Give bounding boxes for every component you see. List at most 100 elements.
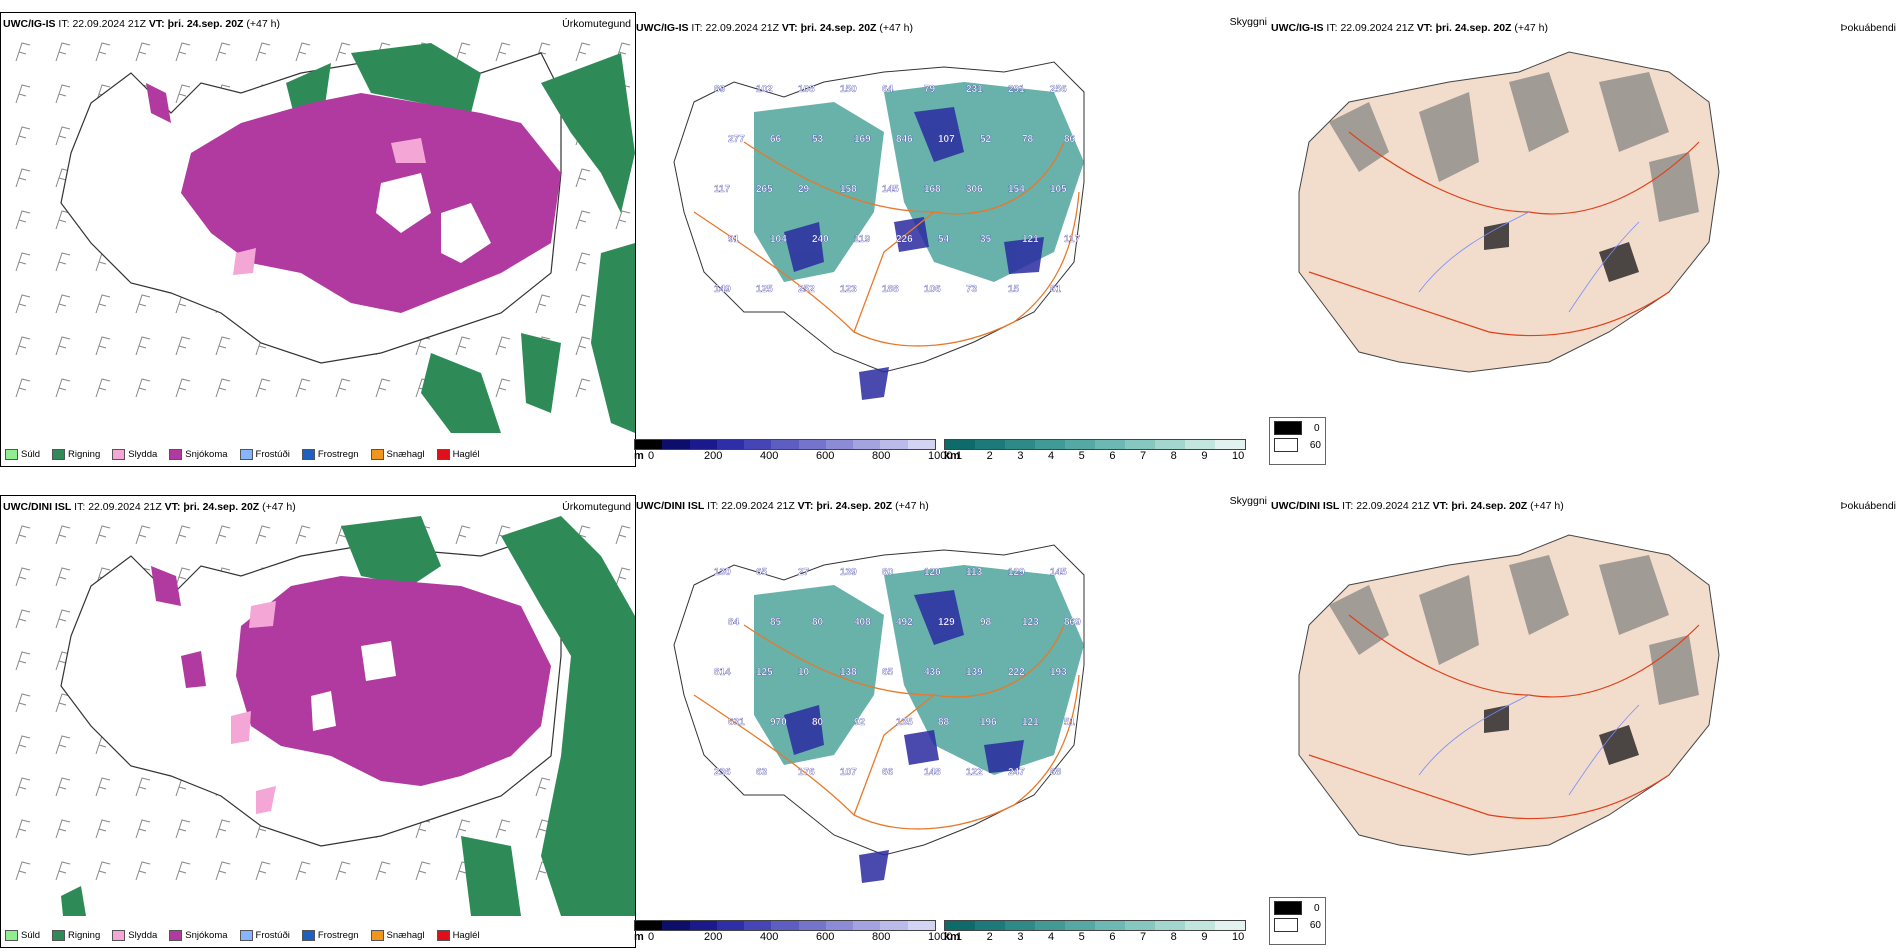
colorbar-step (689, 921, 717, 930)
wind-barb (55, 609, 71, 629)
wind-barb (375, 861, 391, 881)
colorbar-step (798, 921, 826, 930)
it-label: IT: (74, 501, 86, 513)
height-label: 123 (1022, 617, 1039, 628)
legend-item: Frostregn (301, 930, 367, 941)
precip-type-panel: UWC/IG-IS IT: 22.09.2024 21Z VT: þri. 24… (0, 12, 636, 467)
sky-legend: 0 60 (1269, 897, 1326, 945)
vt-label: VT: (148, 18, 165, 30)
lead-time: (+47 h) (895, 500, 929, 512)
wind-barb (375, 378, 391, 398)
legend-label: Haglél (452, 449, 480, 460)
height-label: 125 (756, 667, 773, 678)
wind-barb (55, 819, 71, 839)
colorbar-step (716, 440, 745, 449)
legend-item: Slydda (112, 449, 165, 460)
legend-item: Snjókoma (169, 449, 235, 460)
panel-title: Skyggni (1229, 16, 1267, 28)
height-label: 66 (770, 134, 782, 145)
wind-barb (15, 567, 31, 587)
height-label: 73 (966, 284, 978, 295)
height-label: 84 (728, 617, 740, 628)
colorbar-tick: 6 (1109, 450, 1116, 462)
wind-barb (455, 525, 471, 545)
height-label: 970 (770, 717, 787, 728)
wind-barb (15, 819, 31, 839)
wind-barb (15, 336, 31, 356)
legend-label: Snæhagl (386, 930, 425, 941)
wind-barb (55, 378, 71, 398)
legend-label: Snæhagl (386, 449, 425, 460)
height-label: 240 (812, 234, 829, 245)
height-label: 176 (798, 767, 815, 778)
wind-barb (215, 525, 231, 545)
wind-barb (255, 42, 271, 62)
legend-item: Frostúði (239, 930, 298, 941)
height-label: 86 (1064, 134, 1076, 145)
wind-barb (535, 819, 551, 839)
colorbar-tick: 6 (1109, 931, 1116, 943)
model-name: UWC/IG-IS (636, 22, 689, 34)
legend-item: Súld (5, 449, 48, 460)
height-label: 107 (840, 767, 857, 778)
colorbar-tick: 4 (1048, 450, 1055, 462)
height-label: 149 (714, 284, 731, 295)
wind-barb (135, 294, 151, 314)
colorbar-tick: 5 (1078, 931, 1085, 943)
height-labels: 130 65 27 139 80 120 113 129 145 84 85 80 408 492 129 9… (714, 567, 1081, 778)
legend-swatch (112, 449, 126, 460)
height-label: 61 (1050, 284, 1062, 295)
visibility-map: 89 102 108 150 64 79 231 291 256 277 66 53 169 846 107… (673, 61, 1085, 400)
height-label: 256 (1050, 84, 1067, 95)
height-labels: 89 102 108 150 64 79 231 291 256 277 66 53 169 846 107… (714, 84, 1081, 295)
wind-barb (15, 378, 31, 398)
height-label: 145 (882, 184, 899, 195)
height-colorbar (634, 920, 936, 931)
colorbar-step (945, 921, 975, 930)
sky-legend-row: 60 (1274, 438, 1321, 452)
wind-barb (15, 777, 31, 797)
fog-map (1298, 51, 1720, 373)
wind-barb (295, 861, 311, 881)
wind-barb (215, 378, 231, 398)
height-label: 35 (980, 234, 992, 245)
visibility-unit: km (944, 931, 960, 943)
vt-value: þri. 24.sep. 20Z (1435, 22, 1512, 34)
height-label: 85 (770, 617, 782, 628)
colorbar-step (945, 440, 975, 449)
wind-barb (55, 42, 71, 62)
colorbar-tick: 200 (704, 931, 723, 943)
sky-swatch (1274, 901, 1302, 915)
wind-barb (295, 525, 311, 545)
visibility-ticks: 1 2 3 4 5 6 7 8 9 10 (956, 931, 1256, 945)
height-label: 265 (756, 184, 773, 195)
wind-barb (55, 777, 71, 797)
wind-barb (15, 861, 31, 881)
height-unit: m (634, 931, 644, 943)
sky-legend-row: 0 (1274, 901, 1321, 915)
colorbar-tick: 9 (1201, 931, 1208, 943)
height-label: 169 (854, 134, 871, 145)
wind-barb (135, 777, 151, 797)
wind-barb (55, 735, 71, 755)
height-colorbar (634, 439, 936, 450)
panel-title: Úrkomutegund (562, 18, 631, 30)
vt-value: þri. 24.sep. 20Z (816, 500, 893, 512)
height-label: 148 (924, 767, 941, 778)
wind-barb (455, 42, 471, 62)
it-label: IT: (1326, 22, 1338, 34)
wind-barb (95, 861, 111, 881)
colorbar-step (1185, 921, 1215, 930)
colorbar-tick: 600 (816, 931, 835, 943)
wind-barb (95, 777, 111, 797)
snow-areas (151, 566, 551, 786)
vt-label: VT: (781, 22, 798, 34)
it-value: 22.09.2024 21Z (72, 18, 146, 30)
legend-swatch (239, 930, 253, 941)
height-ticks: 0 200 400 600 800 1000 (634, 931, 952, 945)
visibility-ticks: 1 2 3 4 5 6 7 8 9 10 (956, 450, 1256, 464)
wind-barb (255, 378, 271, 398)
wind-barb (95, 819, 111, 839)
height-label: 158 (840, 184, 857, 195)
fog-areas (1329, 72, 1699, 222)
